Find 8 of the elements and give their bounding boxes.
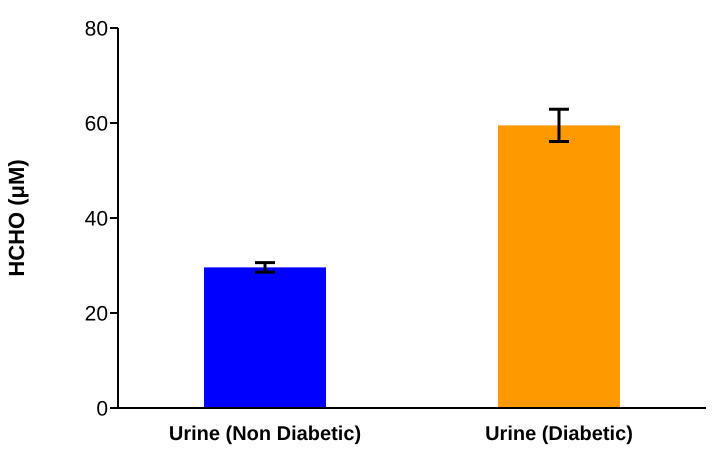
y-axis-title: HCHO (μM) bbox=[4, 159, 29, 277]
x-tick-label: Urine (Diabetic) bbox=[485, 423, 633, 446]
y-tick-label: 60 bbox=[84, 112, 108, 136]
y-tick-label: 80 bbox=[84, 17, 108, 40]
x-tick-label: Urine (Non Diabetic) bbox=[168, 423, 362, 446]
y-tick-label: 0 bbox=[96, 397, 108, 420]
y-tick-label: 20 bbox=[84, 302, 108, 326]
y-tick-label: 40 bbox=[84, 207, 108, 230]
